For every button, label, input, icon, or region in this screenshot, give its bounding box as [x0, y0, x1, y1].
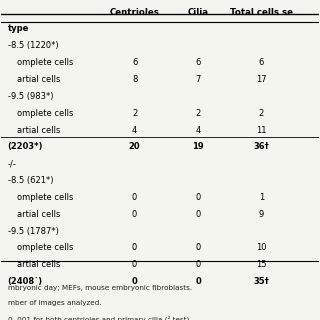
Text: 0: 0 — [196, 260, 201, 269]
Text: 4: 4 — [132, 125, 137, 134]
Text: artial cells: artial cells — [17, 260, 60, 269]
Text: (2408˙): (2408˙) — [8, 277, 43, 286]
Text: 7: 7 — [196, 75, 201, 84]
Text: Cilia: Cilia — [188, 8, 209, 17]
Text: 0: 0 — [196, 210, 201, 219]
Text: omplete cells: omplete cells — [17, 109, 74, 118]
Text: 0: 0 — [195, 277, 201, 286]
Text: omplete cells: omplete cells — [17, 244, 74, 252]
Text: 6: 6 — [196, 58, 201, 67]
Text: 8: 8 — [132, 75, 137, 84]
Text: -9.5 (983*): -9.5 (983*) — [8, 92, 53, 101]
Text: 2: 2 — [196, 109, 201, 118]
Text: 0: 0 — [196, 244, 201, 252]
Text: -8.5 (1220*): -8.5 (1220*) — [8, 41, 58, 50]
Text: Total cells se: Total cells se — [230, 8, 293, 17]
Text: 4: 4 — [196, 125, 201, 134]
Text: mber of images analyzed.: mber of images analyzed. — [8, 300, 101, 306]
Text: 36†: 36† — [253, 142, 269, 151]
Text: artial cells: artial cells — [17, 125, 60, 134]
Text: artial cells: artial cells — [17, 210, 60, 219]
Text: -/-: -/- — [8, 159, 17, 168]
Text: 0: 0 — [196, 193, 201, 202]
Text: 2: 2 — [132, 109, 137, 118]
Text: 6: 6 — [132, 58, 137, 67]
Text: 2: 2 — [259, 109, 264, 118]
Text: (2203*): (2203*) — [8, 142, 43, 151]
Text: -9.5 (1787*): -9.5 (1787*) — [8, 227, 59, 236]
Text: 20: 20 — [129, 142, 140, 151]
Text: 0: 0 — [132, 193, 137, 202]
Text: 6: 6 — [259, 58, 264, 67]
Text: 15: 15 — [256, 260, 267, 269]
Text: mbryonic day; MEFs, mouse embryonic fibroblasts.: mbryonic day; MEFs, mouse embryonic fibr… — [8, 285, 192, 291]
Text: 0: 0 — [132, 210, 137, 219]
Text: 17: 17 — [256, 75, 267, 84]
Text: type: type — [8, 25, 29, 34]
Text: 1: 1 — [259, 193, 264, 202]
Text: 0: 0 — [132, 244, 137, 252]
Text: 0: 0 — [132, 277, 138, 286]
Text: 19: 19 — [192, 142, 204, 151]
Text: Centrioles: Centrioles — [110, 8, 160, 17]
Text: 10: 10 — [256, 244, 267, 252]
Text: 35†: 35† — [253, 277, 269, 286]
Text: omplete cells: omplete cells — [17, 58, 74, 67]
Text: -8.5 (621*): -8.5 (621*) — [8, 176, 53, 185]
Text: 0 .001 for both centrioles and primary cilia (² test).: 0 .001 for both centrioles and primary c… — [8, 315, 191, 320]
Text: artial cells: artial cells — [17, 75, 60, 84]
Text: 11: 11 — [256, 125, 267, 134]
Text: 0: 0 — [132, 260, 137, 269]
Text: 9: 9 — [259, 210, 264, 219]
Text: omplete cells: omplete cells — [17, 193, 74, 202]
